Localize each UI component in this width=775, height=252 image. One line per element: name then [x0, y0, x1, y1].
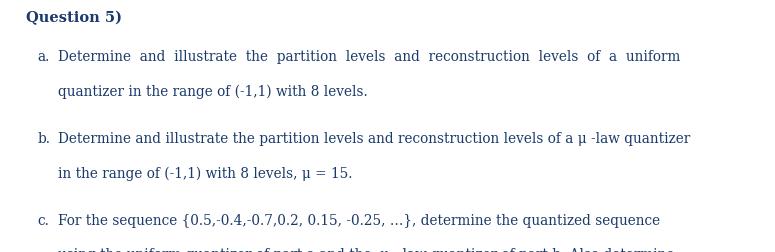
- Text: c.: c.: [37, 214, 49, 228]
- Text: b.: b.: [37, 132, 50, 146]
- Text: Determine and illustrate the partition levels and reconstruction levels of a μ -: Determine and illustrate the partition l…: [58, 132, 691, 146]
- Text: in the range of (-1,1) with 8 levels, μ = 15.: in the range of (-1,1) with 8 levels, μ …: [58, 166, 353, 181]
- Text: using the uniform quantizer of part a and the  μ  -law quantizer of part b. Also: using the uniform quantizer of part a an…: [58, 248, 674, 252]
- Text: quantizer in the range of (-1,1) with 8 levels.: quantizer in the range of (-1,1) with 8 …: [58, 84, 368, 99]
- Text: Determine  and  illustrate  the  partition  levels  and  reconstruction  levels : Determine and illustrate the partition l…: [58, 50, 680, 65]
- Text: Question 5): Question 5): [26, 11, 122, 25]
- Text: For the sequence {0.5,-0.4,-0.7,0.2, 0.15, -0.25, …}, determine the quantized se: For the sequence {0.5,-0.4,-0.7,0.2, 0.1…: [58, 214, 660, 228]
- Text: a.: a.: [37, 50, 50, 65]
